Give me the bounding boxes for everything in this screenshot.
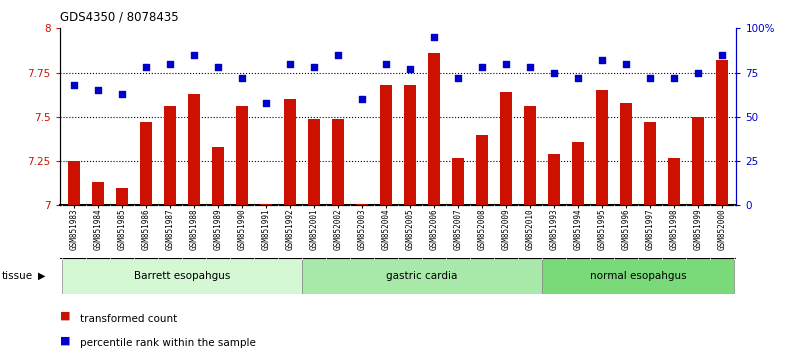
Bar bbox=[68, 161, 80, 205]
Bar bbox=[428, 53, 440, 205]
Bar bbox=[92, 182, 104, 205]
Point bbox=[140, 64, 153, 70]
Point bbox=[595, 57, 608, 63]
Bar bbox=[140, 122, 152, 205]
Text: GSM851999: GSM851999 bbox=[693, 208, 702, 250]
Text: GSM851988: GSM851988 bbox=[189, 208, 198, 250]
Text: GSM851986: GSM851986 bbox=[142, 208, 150, 250]
Point bbox=[692, 70, 704, 75]
Bar bbox=[500, 92, 512, 205]
Bar bbox=[716, 60, 728, 205]
Text: normal esopahgus: normal esopahgus bbox=[590, 271, 686, 281]
Text: Barrett esopahgus: Barrett esopahgus bbox=[134, 271, 230, 281]
Point bbox=[404, 66, 416, 72]
Text: GSM851985: GSM851985 bbox=[118, 208, 127, 250]
Text: GSM852008: GSM852008 bbox=[478, 208, 486, 250]
Point bbox=[332, 52, 345, 58]
Point bbox=[643, 75, 656, 81]
Bar bbox=[476, 135, 488, 205]
Point bbox=[548, 70, 560, 75]
Text: GSM852002: GSM852002 bbox=[334, 208, 342, 250]
Bar bbox=[542, 258, 734, 294]
Text: GSM851995: GSM851995 bbox=[598, 208, 607, 250]
Point bbox=[475, 64, 488, 70]
Bar bbox=[380, 85, 392, 205]
Bar bbox=[452, 158, 464, 205]
Text: GSM851992: GSM851992 bbox=[286, 208, 295, 250]
Point bbox=[259, 100, 272, 105]
Text: ■: ■ bbox=[60, 335, 70, 346]
Bar bbox=[692, 117, 704, 205]
Text: GSM852001: GSM852001 bbox=[310, 208, 318, 250]
Text: GSM851991: GSM851991 bbox=[262, 208, 271, 250]
Bar bbox=[548, 154, 560, 205]
Text: GSM851983: GSM851983 bbox=[69, 208, 79, 250]
Text: GSM852003: GSM852003 bbox=[357, 208, 366, 250]
Bar bbox=[572, 142, 584, 205]
Point bbox=[236, 75, 248, 81]
Text: GSM852009: GSM852009 bbox=[501, 208, 510, 250]
Bar bbox=[356, 204, 368, 205]
Point bbox=[572, 75, 584, 81]
Point bbox=[92, 87, 104, 93]
Point bbox=[164, 61, 177, 67]
Bar bbox=[284, 99, 296, 205]
Text: GSM851996: GSM851996 bbox=[622, 208, 630, 250]
Bar bbox=[668, 158, 680, 205]
Bar bbox=[116, 188, 128, 205]
Text: GSM851987: GSM851987 bbox=[166, 208, 174, 250]
Point bbox=[716, 52, 728, 58]
Point bbox=[524, 64, 537, 70]
Bar bbox=[62, 258, 302, 294]
Text: GSM852005: GSM852005 bbox=[405, 208, 415, 250]
Text: GSM852004: GSM852004 bbox=[381, 208, 391, 250]
Point bbox=[308, 64, 321, 70]
Bar bbox=[212, 147, 224, 205]
Text: GSM851984: GSM851984 bbox=[94, 208, 103, 250]
Bar bbox=[164, 106, 176, 205]
Bar bbox=[524, 106, 536, 205]
Text: ■: ■ bbox=[60, 310, 70, 321]
Text: GDS4350 / 8078435: GDS4350 / 8078435 bbox=[60, 11, 178, 24]
Point bbox=[283, 61, 296, 67]
Text: tissue: tissue bbox=[2, 271, 33, 281]
Text: GSM851989: GSM851989 bbox=[213, 208, 223, 250]
Text: GSM852007: GSM852007 bbox=[454, 208, 462, 250]
Text: GSM851993: GSM851993 bbox=[549, 208, 559, 250]
Text: transformed count: transformed count bbox=[80, 314, 177, 324]
Bar bbox=[644, 122, 656, 205]
Text: GSM852010: GSM852010 bbox=[525, 208, 534, 250]
Bar bbox=[404, 85, 416, 205]
Bar bbox=[302, 258, 542, 294]
Bar bbox=[260, 204, 272, 205]
Text: GSM851998: GSM851998 bbox=[669, 208, 678, 250]
Point bbox=[68, 82, 80, 88]
Text: GSM851990: GSM851990 bbox=[237, 208, 247, 250]
Bar bbox=[308, 119, 320, 205]
Point bbox=[380, 61, 392, 67]
Text: GSM851994: GSM851994 bbox=[573, 208, 583, 250]
Point bbox=[500, 61, 513, 67]
Text: ▶: ▶ bbox=[38, 271, 45, 281]
Point bbox=[619, 61, 632, 67]
Bar bbox=[596, 90, 608, 205]
Bar bbox=[332, 119, 344, 205]
Text: gastric cardia: gastric cardia bbox=[386, 271, 458, 281]
Bar bbox=[620, 103, 632, 205]
Point bbox=[212, 64, 224, 70]
Text: GSM852006: GSM852006 bbox=[430, 208, 439, 250]
Point bbox=[451, 75, 464, 81]
Text: percentile rank within the sample: percentile rank within the sample bbox=[80, 338, 256, 348]
Bar bbox=[236, 106, 248, 205]
Point bbox=[356, 96, 369, 102]
Bar bbox=[188, 94, 200, 205]
Text: GSM852000: GSM852000 bbox=[717, 208, 727, 250]
Point bbox=[188, 52, 201, 58]
Text: GSM851997: GSM851997 bbox=[646, 208, 654, 250]
Point bbox=[427, 34, 440, 40]
Point bbox=[668, 75, 681, 81]
Point bbox=[115, 91, 128, 97]
